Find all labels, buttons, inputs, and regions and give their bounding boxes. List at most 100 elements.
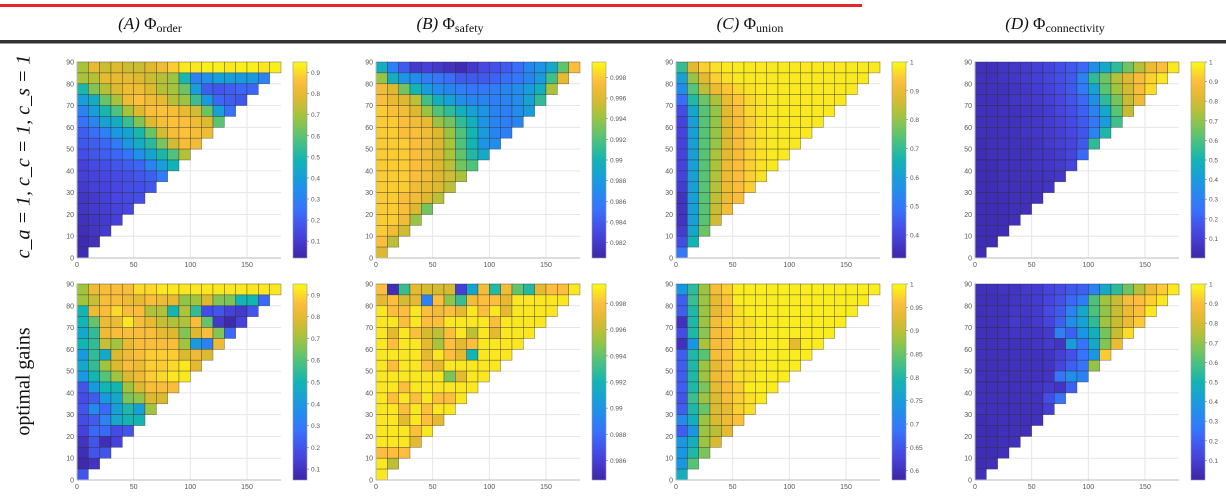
- heatmap-cell: [190, 83, 202, 95]
- y-tick-label: 10: [66, 234, 74, 241]
- heatmap-cell: [76, 246, 89, 259]
- heatmap-cell: [766, 370, 779, 383]
- heatmap-cell: [201, 327, 214, 339]
- heatmap-cell: [1042, 316, 1055, 328]
- heatmap-cell: [1042, 381, 1055, 394]
- heatmap-cell: [110, 294, 123, 307]
- heatmap-cell: [974, 170, 987, 183]
- heatmap-cell: [455, 94, 467, 106]
- header-letter: (A): [118, 14, 140, 33]
- heatmap-cell: [1008, 414, 1021, 426]
- heatmap-cell: [675, 338, 688, 350]
- heatmap-cell: [523, 72, 535, 85]
- heatmap-cell: [687, 370, 699, 383]
- heatmap-cell: [201, 294, 214, 307]
- heatmap-cell: [76, 127, 89, 139]
- heatmap-cell: [687, 359, 699, 372]
- heatmap-cell: [110, 316, 123, 328]
- heatmap-cell: [398, 148, 411, 161]
- heatmap-cell: [477, 61, 490, 74]
- heatmap-cell: [1008, 203, 1021, 215]
- heatmap-cell: [997, 225, 1010, 237]
- heatmap-cell: [432, 181, 445, 193]
- y-tick-label: 60: [66, 125, 74, 132]
- heatmap-cell: [721, 381, 733, 394]
- heatmap-cell: [443, 170, 456, 183]
- heatmap-cell: [997, 159, 1010, 172]
- heatmap-cell: [1020, 94, 1032, 106]
- heatmap-cell: [721, 203, 733, 215]
- heatmap-cell: [732, 349, 745, 361]
- heatmap-cell: [409, 414, 422, 426]
- heatmap-cell: [823, 305, 835, 317]
- heatmap-cell: [500, 61, 513, 74]
- heatmap-cell: [500, 349, 513, 361]
- colorbar-tick-label: 0.4: [1209, 177, 1218, 184]
- y-tick-label: 90: [665, 282, 673, 289]
- heatmap-cell: [144, 370, 157, 383]
- colorbar-tick-label: 0.5: [311, 154, 320, 161]
- heatmap-cell: [122, 105, 134, 117]
- heatmap-cell: [122, 159, 134, 172]
- heatmap-cell: [743, 94, 756, 106]
- heatmap-cell: [687, 294, 699, 307]
- y-tick-label: 60: [365, 125, 373, 132]
- heatmap-cell: [687, 203, 699, 215]
- heatmap-cell: [1122, 72, 1134, 85]
- heatmap-cell: [698, 116, 711, 128]
- heatmap-cell: [156, 294, 168, 307]
- heatmap-cell: [755, 316, 767, 328]
- heatmap-cell: [1144, 72, 1157, 85]
- heatmap-cell: [1031, 316, 1044, 328]
- heatmap-cell: [212, 105, 225, 117]
- heatmap-cell: [178, 349, 191, 361]
- heatmap-cell: [144, 327, 157, 339]
- heatmap-cell: [387, 148, 399, 161]
- heatmap-cell: [477, 359, 490, 372]
- heatmap-cell: [755, 83, 767, 95]
- heatmap-cell: [466, 370, 479, 383]
- heatmap-cell: [1054, 72, 1066, 85]
- heatmap-cell: [743, 316, 756, 328]
- heatmap-cell: [1133, 294, 1146, 307]
- y-tick-label: 60: [66, 347, 74, 354]
- heatmap-cell: [398, 370, 411, 383]
- heatmap-cell: [421, 338, 433, 350]
- heatmap-cell: [409, 94, 422, 106]
- y-tick-label: 50: [665, 369, 673, 376]
- heatmap-cell: [466, 327, 479, 339]
- heatmap-cell: [477, 283, 490, 296]
- heatmap-cell: [489, 338, 501, 350]
- heatmap-cell: [156, 105, 168, 117]
- heatmap-cell: [534, 83, 547, 95]
- y-tick-label: 70: [66, 103, 74, 110]
- heatmap-cell: [534, 72, 547, 85]
- heatmap-cell: [190, 283, 202, 296]
- y-tick-label: 40: [665, 168, 673, 175]
- colorbar-tick-label: 0.8: [311, 314, 320, 321]
- heatmap-cell: [110, 283, 123, 296]
- heatmap-cell: [387, 181, 399, 193]
- heatmap-cell: [777, 94, 790, 106]
- heatmap-cell: [110, 403, 123, 415]
- heatmap-cell: [224, 105, 236, 117]
- heatmap-cell: [133, 294, 146, 307]
- heatmap-cell: [1076, 370, 1089, 383]
- heatmap-cell: [675, 214, 688, 226]
- heatmap-cell: [375, 225, 388, 237]
- heatmap-cell: [545, 83, 558, 95]
- heatmap-cell: [709, 127, 722, 139]
- heatmap-cell: [766, 61, 779, 74]
- heatmap-cell: [997, 83, 1010, 95]
- heatmap-cell: [687, 105, 699, 117]
- y-tick-label: 90: [665, 60, 673, 67]
- heatmap-cell: [523, 105, 535, 117]
- heatmap-cell: [997, 192, 1010, 204]
- heatmap-cell: [986, 294, 998, 307]
- heatmap-cell: [1008, 116, 1021, 128]
- heatmap-cell: [421, 305, 433, 317]
- heatmap-cell: [766, 294, 779, 307]
- heatmap-cell: [133, 370, 146, 383]
- heatmap-cell: [88, 214, 100, 226]
- heatmap-cell: [1088, 94, 1100, 106]
